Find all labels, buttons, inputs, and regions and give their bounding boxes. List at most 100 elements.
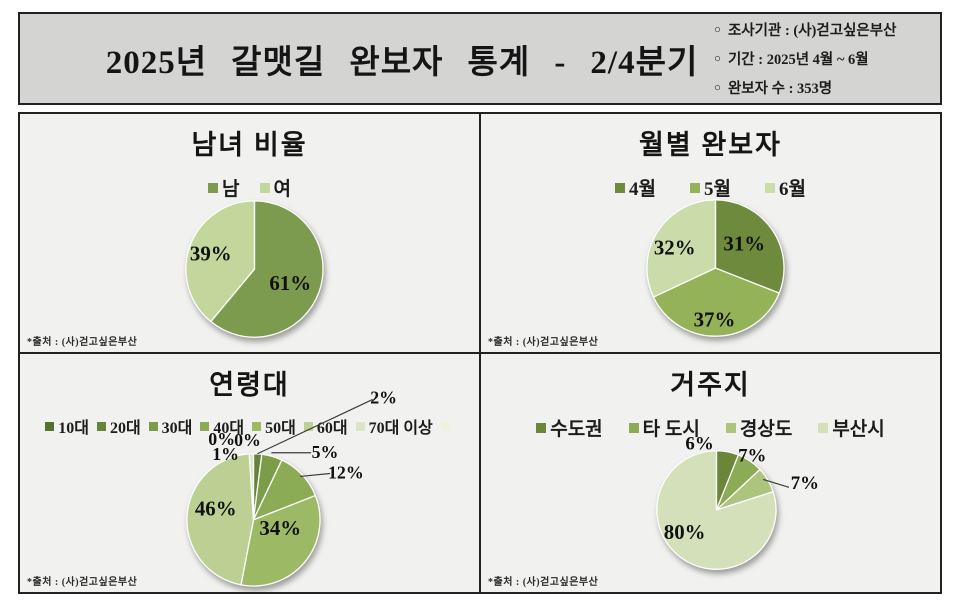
- legend-item: 부산시: [818, 414, 885, 441]
- legend-item: 경상도: [725, 414, 793, 441]
- legend-swatch-icon: [764, 182, 775, 193]
- pie-slice-6월: [646, 199, 717, 298]
- pie: [186, 453, 321, 587]
- pie-slice-5월: [652, 267, 780, 337]
- info-text-period: 기간 : 2025년 4월 ~ 6월: [727, 52, 869, 68]
- legend-item: 50대: [252, 414, 296, 438]
- chart-title-monthly: 월별 완보자: [639, 130, 782, 160]
- callout-line: [300, 472, 331, 478]
- legend-swatch-icon: [303, 421, 313, 431]
- legend-label: 10대: [58, 420, 89, 437]
- legend-label: 70대 이상: [368, 420, 433, 437]
- pie-slice-타 도시: [715, 454, 761, 511]
- legend-item: 40대: [200, 414, 244, 438]
- data-label: 12%: [328, 463, 364, 483]
- legend-item: 60대: [303, 414, 348, 438]
- chart-title-age: 연령대: [209, 370, 290, 400]
- pie-slice-부산시: [656, 450, 777, 570]
- pie-slice-60대: [186, 453, 255, 586]
- legend-label: 20대: [109, 420, 141, 437]
- pie: [646, 199, 785, 337]
- legend-swatch-icon: [818, 422, 829, 433]
- legend-item: 수도권: [536, 414, 603, 441]
- legend-swatch-icon: [259, 182, 270, 193]
- info-item: ○ 조사기관 : (사)걷고싶은부산: [714, 19, 932, 40]
- pie-slice-4월: [714, 199, 785, 294]
- source-note: *출처 : (사)걷고싶은부산: [488, 337, 599, 348]
- data-label: 37%: [694, 309, 736, 332]
- source-note: *출처 : (사)걷고싶은부산: [488, 577, 599, 588]
- info-item: ○ 기간 : 2025년 4월 ~ 6월: [714, 48, 932, 69]
- chart-legend: 4월 5월 6월: [481, 174, 940, 201]
- data-label: 34%: [259, 517, 301, 540]
- pie-slice-남: [210, 200, 324, 338]
- pie-slice-수도권: [715, 450, 740, 511]
- legend-label: 4월: [629, 179, 656, 200]
- chart-title-gender: 남녀 비율: [191, 130, 308, 160]
- legend-label: 경상도: [739, 419, 793, 440]
- legend-label: 30대: [161, 420, 193, 437]
- legend-swatch-icon: [148, 421, 158, 431]
- legend-label: 수도권: [550, 419, 603, 440]
- legend-swatch-icon: [96, 421, 106, 431]
- pie-slice-40대: [252, 459, 317, 521]
- chart-panel-residence: 거주지 수도권 타 도시 경상도 부산시 6% 7% 7% 80% *출처 : (사)걷고싶…: [481, 354, 940, 592]
- chart-panel-age: 연령대 10대 20대 30대 40대 50대 60대 70대 이상 0% 2% 5% 12% 34…: [20, 354, 479, 592]
- legend-swatch-icon: [45, 421, 55, 431]
- legend-item: 타 도시: [628, 414, 700, 441]
- legend-swatch-icon: [252, 421, 262, 431]
- header-info: ○ 조사기관 : (사)걷고싶은부산 ○ 기간 : 2025년 4월 ~ 6월 …: [714, 19, 940, 98]
- chart-legend: 수도권 타 도시 경상도 부산시: [481, 414, 940, 441]
- page-title: 2025년 갈맷길 완보자 통계 - 2/4분기: [105, 44, 699, 81]
- source-note: *출처 : (사)걷고싶은부산: [27, 577, 138, 588]
- legend-swatch-icon: [628, 422, 639, 433]
- legend-item: 6월: [764, 174, 806, 201]
- legend-label: 타 도시: [642, 419, 700, 440]
- data-label: 1%: [212, 444, 239, 464]
- legend-label: 5월: [704, 179, 731, 200]
- legend-label: 남: [222, 179, 240, 200]
- pie-slice-30대: [252, 453, 283, 521]
- info-item: ○ 완보자 수 : 353명: [714, 77, 932, 98]
- info-text-count: 완보자 수 : 353명: [727, 81, 833, 97]
- source-note: *출처 : (사)걷고싶은부산: [27, 337, 138, 348]
- legend-label: 50대: [265, 420, 296, 437]
- legend-item: 20대: [96, 414, 141, 438]
- legend-item: 30대: [148, 414, 193, 438]
- pie: [185, 200, 324, 338]
- legend-swatch-icon: [690, 182, 700, 193]
- legend-item: 5월: [690, 174, 731, 201]
- data-label: 32%: [654, 237, 696, 260]
- data-label: 7%: [738, 445, 766, 466]
- chart-legend: 10대 20대 30대 40대 50대 60대 70대 이상: [20, 414, 479, 438]
- pie-slice-70대 이상: [248, 453, 255, 521]
- pie-slice-여: [185, 200, 256, 323]
- legend-label: 여: [273, 179, 291, 200]
- circle-bullet-icon: ○: [714, 23, 721, 36]
- legend-item: 70대 이상: [355, 414, 433, 438]
- data-label: 80%: [664, 521, 706, 544]
- data-label: 61%: [269, 272, 311, 295]
- legend-label: 6월: [778, 179, 806, 200]
- legend-item: 여: [259, 174, 291, 201]
- legend-swatch-icon: [208, 182, 219, 193]
- legend-item: 10대: [45, 414, 89, 438]
- circle-bullet-icon: ○: [714, 81, 721, 94]
- pie-slice-50대: [240, 494, 321, 587]
- legend-swatch-icon: [725, 422, 736, 433]
- info-text-agency: 조사기관 : (사)걷고싶은부산: [727, 23, 897, 39]
- legend-item: [440, 421, 454, 431]
- legend-label: 40대: [213, 420, 245, 437]
- data-label: 7%: [791, 473, 819, 494]
- legend-swatch-icon: [615, 182, 626, 193]
- data-label: 46%: [195, 497, 237, 520]
- pie: [656, 450, 777, 570]
- header: 2025년 갈맷길 완보자 통계 - 2/4분기 ○ 조사기관 : (사)걷고싶…: [18, 12, 942, 105]
- pie-slice-경상도: [715, 468, 774, 511]
- legend-swatch-icon: [200, 421, 210, 431]
- legend-item: 4월: [615, 174, 656, 201]
